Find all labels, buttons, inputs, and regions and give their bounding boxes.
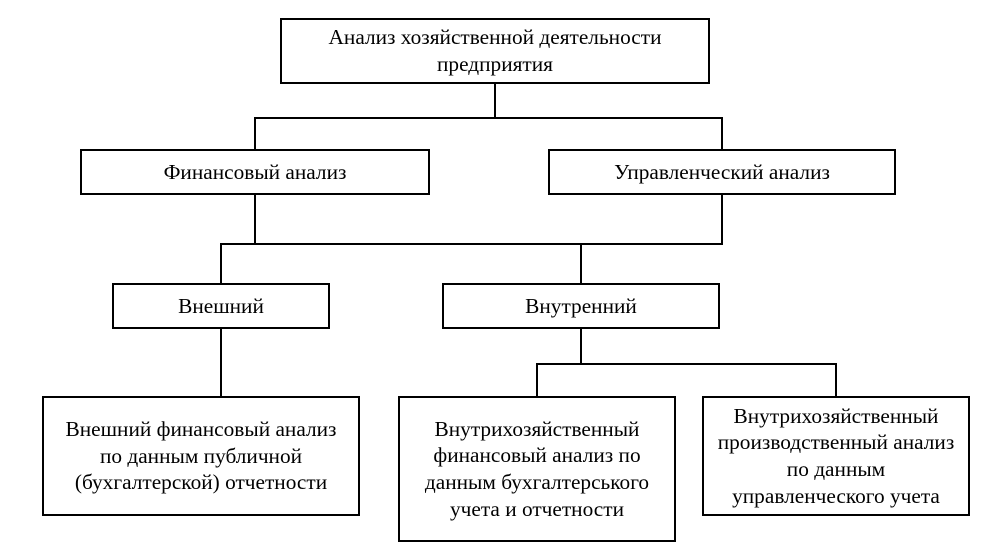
node-leaf-external: Внешний финансовый анализ по данным публ…	[42, 396, 360, 516]
node-leaf-internal-mgmt-label: Внутрихозяйственный производственный ана…	[714, 403, 958, 510]
node-leaf-internal-fin: Внутрихозяйственный финансовый анализ по…	[398, 396, 676, 542]
node-finance: Финансовый анализ	[80, 149, 430, 195]
node-management-label: Управленческий анализ	[614, 159, 830, 186]
node-root: Анализ хозяйственной деятельности предпр…	[280, 18, 710, 84]
node-leaf-internal-fin-label: Внутрихозяйственный финансовый анализ по…	[410, 416, 664, 523]
node-internal: Внутренний	[442, 283, 720, 329]
diagram-canvas: Анализ хозяйственной деятельности предпр…	[0, 0, 993, 559]
node-external-label: Внешний	[178, 293, 264, 320]
node-finance-label: Финансовый анализ	[164, 159, 347, 186]
node-management: Управленческий анализ	[548, 149, 896, 195]
node-root-label: Анализ хозяйственной деятельности предпр…	[292, 24, 698, 77]
node-leaf-internal-mgmt: Внутрихозяйственный производственный ана…	[702, 396, 970, 516]
node-leaf-external-label: Внешний финансовый анализ по данным публ…	[54, 416, 348, 496]
node-external: Внешний	[112, 283, 330, 329]
node-internal-label: Внутренний	[525, 293, 637, 320]
